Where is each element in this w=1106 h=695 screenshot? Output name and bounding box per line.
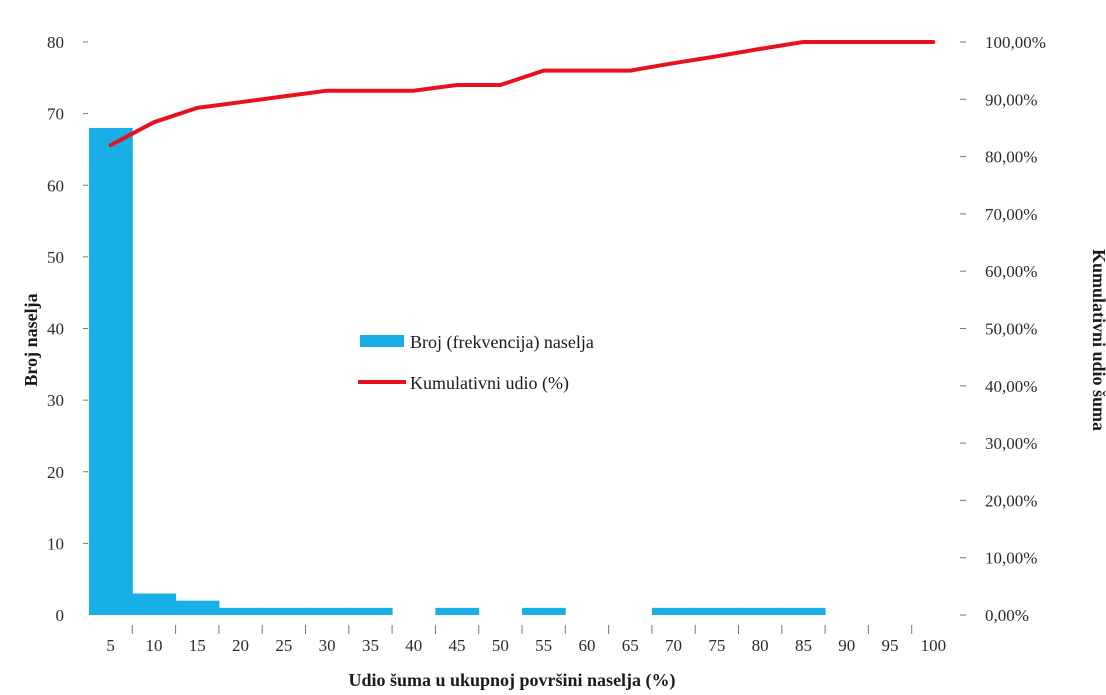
y2-tick-label: 80,00% [985, 148, 1037, 167]
x-tick-label: 75 [708, 636, 725, 655]
y-tick-label: 30 [47, 391, 64, 410]
bar-20 [218, 607, 263, 615]
bar-80 [738, 607, 783, 615]
bar-15 [175, 600, 220, 615]
x-tick-label: 95 [882, 636, 899, 655]
cumulative-line [108, 40, 936, 148]
y2-tick-label: 60,00% [985, 262, 1037, 281]
x-tick-label: 40 [405, 636, 422, 655]
y-tick-label: 40 [47, 320, 64, 339]
x-tick-label: 100 [921, 636, 947, 655]
x-tick-label: 35 [362, 636, 379, 655]
bar-10 [132, 593, 177, 615]
bar-75 [695, 607, 739, 615]
bar-25 [262, 607, 306, 615]
legend: Broj (frekvencija) naselja Kumulativni u… [358, 332, 594, 394]
x-tick-label: 85 [795, 636, 812, 655]
y-tick-label: 70 [47, 105, 64, 124]
y2-tick-label: 30,00% [985, 434, 1037, 453]
y-tick-label: 20 [47, 463, 64, 482]
y2-tick-label: 50,00% [985, 320, 1037, 339]
bar-35 [348, 607, 393, 615]
bar-55 [522, 607, 566, 615]
y-axis-title: Broj naselja [21, 293, 41, 386]
y-tick-label: 80 [47, 33, 64, 52]
bar-85 [781, 607, 826, 615]
x-tick-label: 25 [275, 636, 292, 655]
x-tick-label: 10 [145, 636, 162, 655]
legend-line-label: Kumulativni udio (%) [410, 373, 569, 394]
x-tick-label: 90 [838, 636, 855, 655]
x-tick-label: 60 [578, 636, 595, 655]
bar-45 [435, 607, 480, 615]
y2-axis-title: Kumulativni udio šuma [1089, 249, 1106, 431]
left-axis-ticks: 0 10 20 30 40 50 60 70 80 [47, 33, 88, 625]
x-tick-label: 15 [189, 636, 206, 655]
x-tick-label: 5 [106, 636, 115, 655]
y2-tick-label: 70,00% [985, 205, 1037, 224]
x-tick-label: 20 [232, 636, 249, 655]
right-axis-ticks: 0,00% 10,00% 20,00% 30,00% 40,00% 50,00% 60,00… [960, 33, 1046, 625]
y-tick-label: 60 [47, 176, 64, 195]
y-tick-label: 10 [47, 534, 64, 553]
x-tick-label: 80 [752, 636, 769, 655]
x-tick-label: 30 [319, 636, 336, 655]
x-axis-ticks: 5 10 15 20 25 30 35 40 45 50 55 60 65 70 75 80 85 90 95 100 [106, 625, 946, 655]
x-axis-title: Udio šuma u ukupnoj površini naselja (%) [348, 670, 675, 691]
y2-tick-label: 100,00% [985, 33, 1046, 52]
x-tick-label: 45 [449, 636, 466, 655]
y2-tick-label: 20,00% [985, 491, 1037, 510]
y-tick-label: 50 [47, 248, 64, 267]
x-tick-label: 50 [492, 636, 509, 655]
bar-series [89, 127, 826, 615]
x-tick-label: 70 [665, 636, 682, 655]
x-tick-label: 55 [535, 636, 552, 655]
bar-30 [305, 607, 350, 615]
y2-tick-label: 10,00% [985, 549, 1037, 568]
legend-bar-label: Broj (frekvencija) naselja [410, 332, 594, 353]
bar-70 [651, 607, 696, 615]
x-tick-label: 65 [622, 636, 639, 655]
y2-tick-label: 0,00% [985, 606, 1029, 625]
legend-bar-swatch [360, 335, 404, 347]
y2-tick-label: 40,00% [985, 377, 1037, 396]
y-tick-label: 0 [56, 606, 65, 625]
bar-5 [89, 127, 133, 615]
y2-tick-label: 90,00% [985, 90, 1037, 109]
